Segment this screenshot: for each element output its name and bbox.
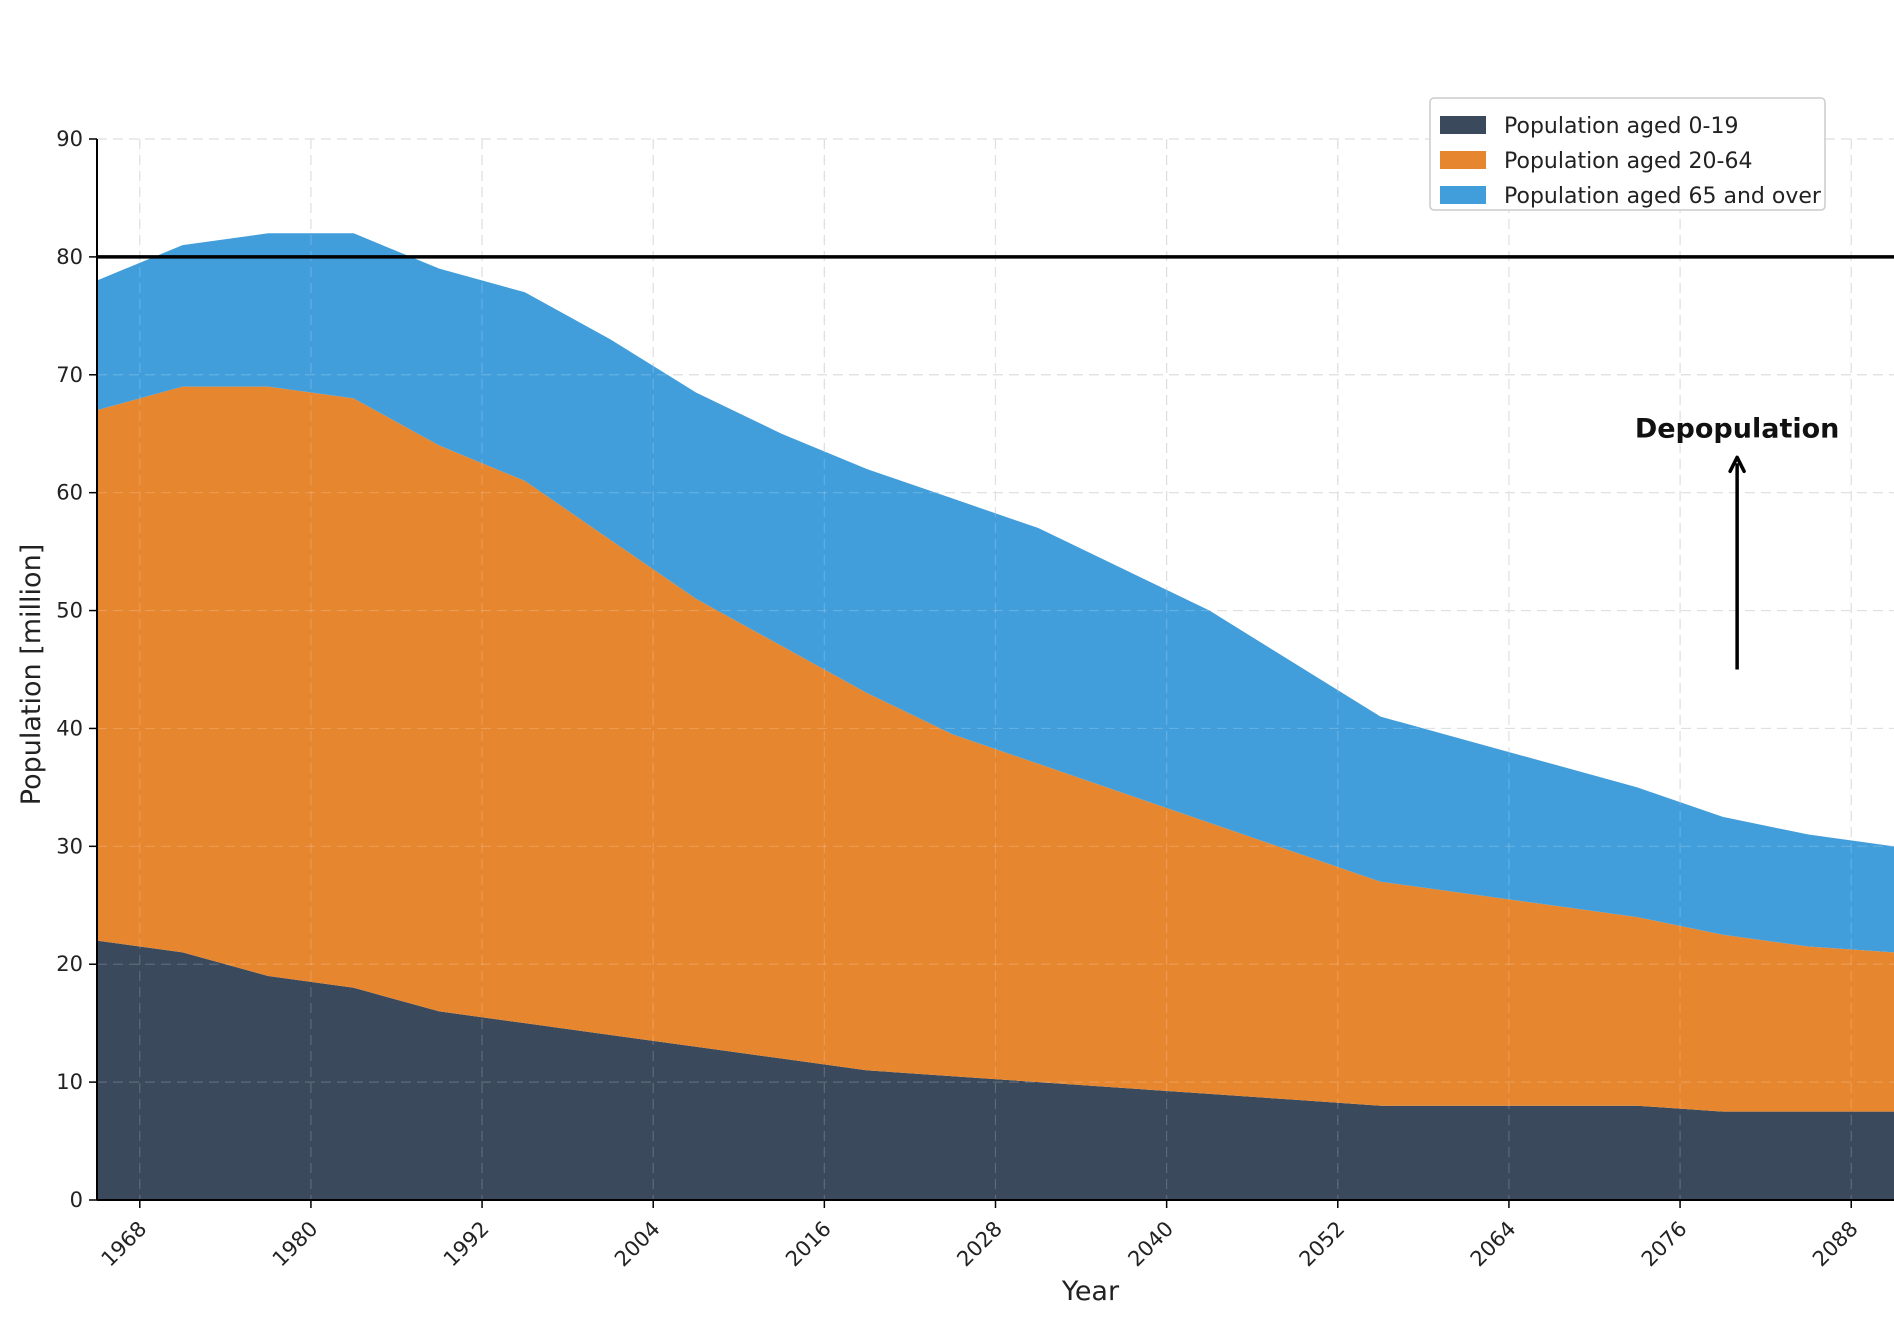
y-tick-label: 60 xyxy=(56,481,83,505)
x-axis-title: Year xyxy=(1061,1276,1120,1307)
y-tick-label: 0 xyxy=(70,1188,83,1212)
y-tick-label: 90 xyxy=(56,127,83,151)
x-tick-label: 2052 xyxy=(1295,1217,1350,1272)
x-tick-label: 2004 xyxy=(610,1217,665,1272)
y-tick-label: 10 xyxy=(56,1070,83,1094)
y-tick-label: 20 xyxy=(56,952,83,976)
annotations: Depopulation xyxy=(97,255,1894,670)
x-tick-label: 2088 xyxy=(1808,1217,1863,1272)
y-axis-title: Population [million] xyxy=(16,544,47,805)
annotation-label: Depopulation xyxy=(1635,413,1840,444)
y-tick-label: 40 xyxy=(56,716,83,740)
area-series-1 xyxy=(97,940,1894,1200)
legend-swatch-1 xyxy=(1440,116,1486,134)
y-tick-label: 50 xyxy=(56,599,83,623)
legend-label-1: Population aged 0-19 xyxy=(1504,114,1738,139)
x-tick-label: 2016 xyxy=(781,1217,836,1272)
legend-swatch-3 xyxy=(1440,186,1486,204)
area-series-3 xyxy=(97,233,1894,953)
legend-swatch-2 xyxy=(1440,151,1486,169)
x-tick-label: 1992 xyxy=(439,1217,494,1272)
annotation-arrow-head xyxy=(1728,455,1746,474)
y-tick-label: 80 xyxy=(56,245,83,269)
legend-box xyxy=(1429,97,1826,211)
legend-label-2: Population aged 20-64 xyxy=(1504,149,1752,174)
x-tick-label: 1980 xyxy=(268,1217,323,1272)
x-tick-label: 2064 xyxy=(1466,1217,1521,1272)
legend-label-3: Population aged 65 and over xyxy=(1504,184,1822,209)
y-tick-label: 30 xyxy=(56,834,83,858)
x-tick-label: 2076 xyxy=(1637,1217,1692,1272)
area-series-group xyxy=(97,233,1894,1200)
x-tick-label: 1968 xyxy=(97,1217,152,1272)
x-tick-label: 2040 xyxy=(1123,1217,1178,1272)
legend: Population aged 0-19 Population aged 20-6… xyxy=(1429,97,1826,211)
y-tick-label: 70 xyxy=(56,363,83,387)
area-series-2 xyxy=(97,386,1894,1112)
x-tick-label: 2028 xyxy=(952,1217,1007,1272)
